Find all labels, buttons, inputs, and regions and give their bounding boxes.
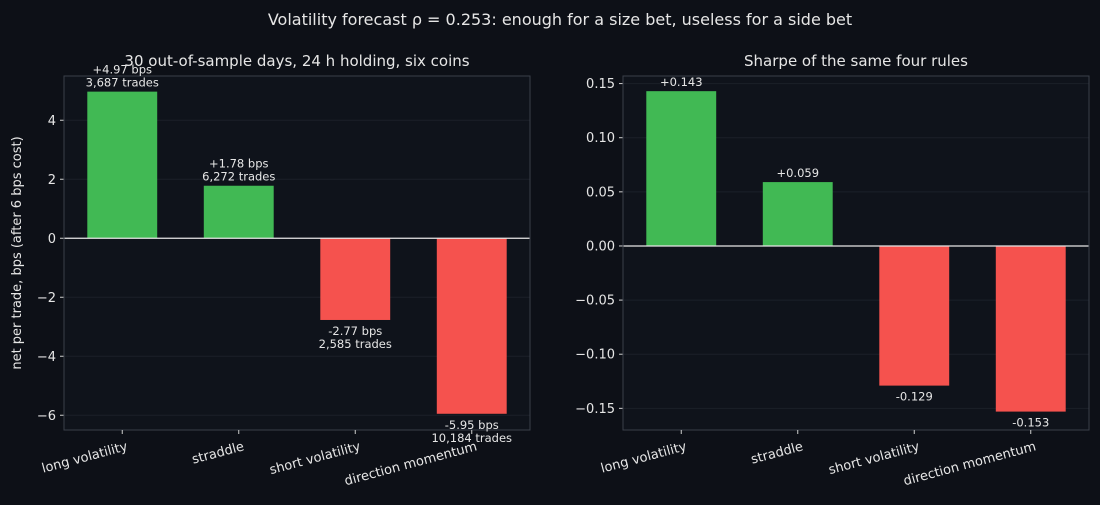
chart-2-bar-3 [995,245,1066,412]
chart-1-xtick-label: long volatility [40,439,129,476]
chart-1-title: 30 out-of-sample days, 24 h holding, six… [124,52,469,70]
chart-2-ytick-label: −0.10 [575,348,615,363]
chart-1-data-label-3: 10,184 trades [431,431,512,445]
chart-1-bar-2 [320,238,391,320]
chart-1-xtick-label: short volatility [268,439,362,478]
chart-2-bar-0 [646,91,717,246]
chart-1-ytick-label: −6 [37,409,56,424]
chart-1-data-label-2: -2.77 bps [328,324,382,338]
chart-2-xtick-label: straddle [749,439,804,467]
chart-1-xtick-label: straddle [190,439,245,467]
chart-1-data-label-0: 3,687 trades [86,76,159,90]
chart-1-bar-3 [436,238,507,414]
chart-2-ytick-label: −0.05 [575,294,615,309]
chart-1-ylabel: net per trade, bps (after 6 bps cost) [10,136,25,369]
chart-1-bar-1 [203,185,274,239]
chart-2-data-label-3: -0.153 [1012,416,1049,430]
chart-1-ytick-label: 0 [48,232,56,247]
figure-suptitle: Volatility forecast ρ = 0.253: enough fo… [268,10,852,29]
chart-1-data-label-1: +1.78 bps [209,157,269,171]
chart-2-data-label-1: +0.059 [776,166,819,180]
chart-2-data-label-2: -0.129 [896,390,933,404]
chart-2-axes-frame [622,75,1090,431]
chart-panel-2: −0.15 −0.10 −0.05 0.00 0.05 0.10 0.15 +0.143 +0.… [575,52,1090,489]
chart-2-ytick-label: 0.10 [586,131,615,146]
chart-1-data-label-1: 6,272 trades [202,170,275,184]
chart-1-data-label-0: +4.97 bps [93,63,153,77]
chart-1-bar-0 [87,91,158,239]
chart-1-ytick-label: −2 [37,291,56,306]
chart-1-axes-frame [63,75,531,431]
chart-2-ytick-label: 0.05 [586,185,615,200]
chart-2-bar-1 [762,182,833,246]
chart-2-ytick-label: 0.15 [586,77,615,92]
chart-1-data-label-2: 2,585 trades [319,337,392,351]
chart-2-title: Sharpe of the same four rules [744,52,968,70]
chart-1-xtick-label: direction momentum [343,439,479,489]
chart-2-data-label-0: +0.143 [660,75,703,89]
chart-1-ytick-label: 4 [48,114,56,129]
chart-1-ytick-label: −4 [37,350,56,365]
chart-2-ytick-label: 0.00 [586,239,615,254]
chart-2-xtick-label: direction momentum [902,439,1038,489]
chart-1-data-label-3: -5.95 bps [445,418,499,432]
chart-2-xtick-label: long volatility [599,439,688,476]
chart-2-bar-2 [879,245,950,386]
chart-2-ytick-label: −0.15 [575,402,615,417]
chart-1-ytick-label: 2 [48,173,56,188]
chart-2-xtick-label: short volatility [827,439,921,478]
